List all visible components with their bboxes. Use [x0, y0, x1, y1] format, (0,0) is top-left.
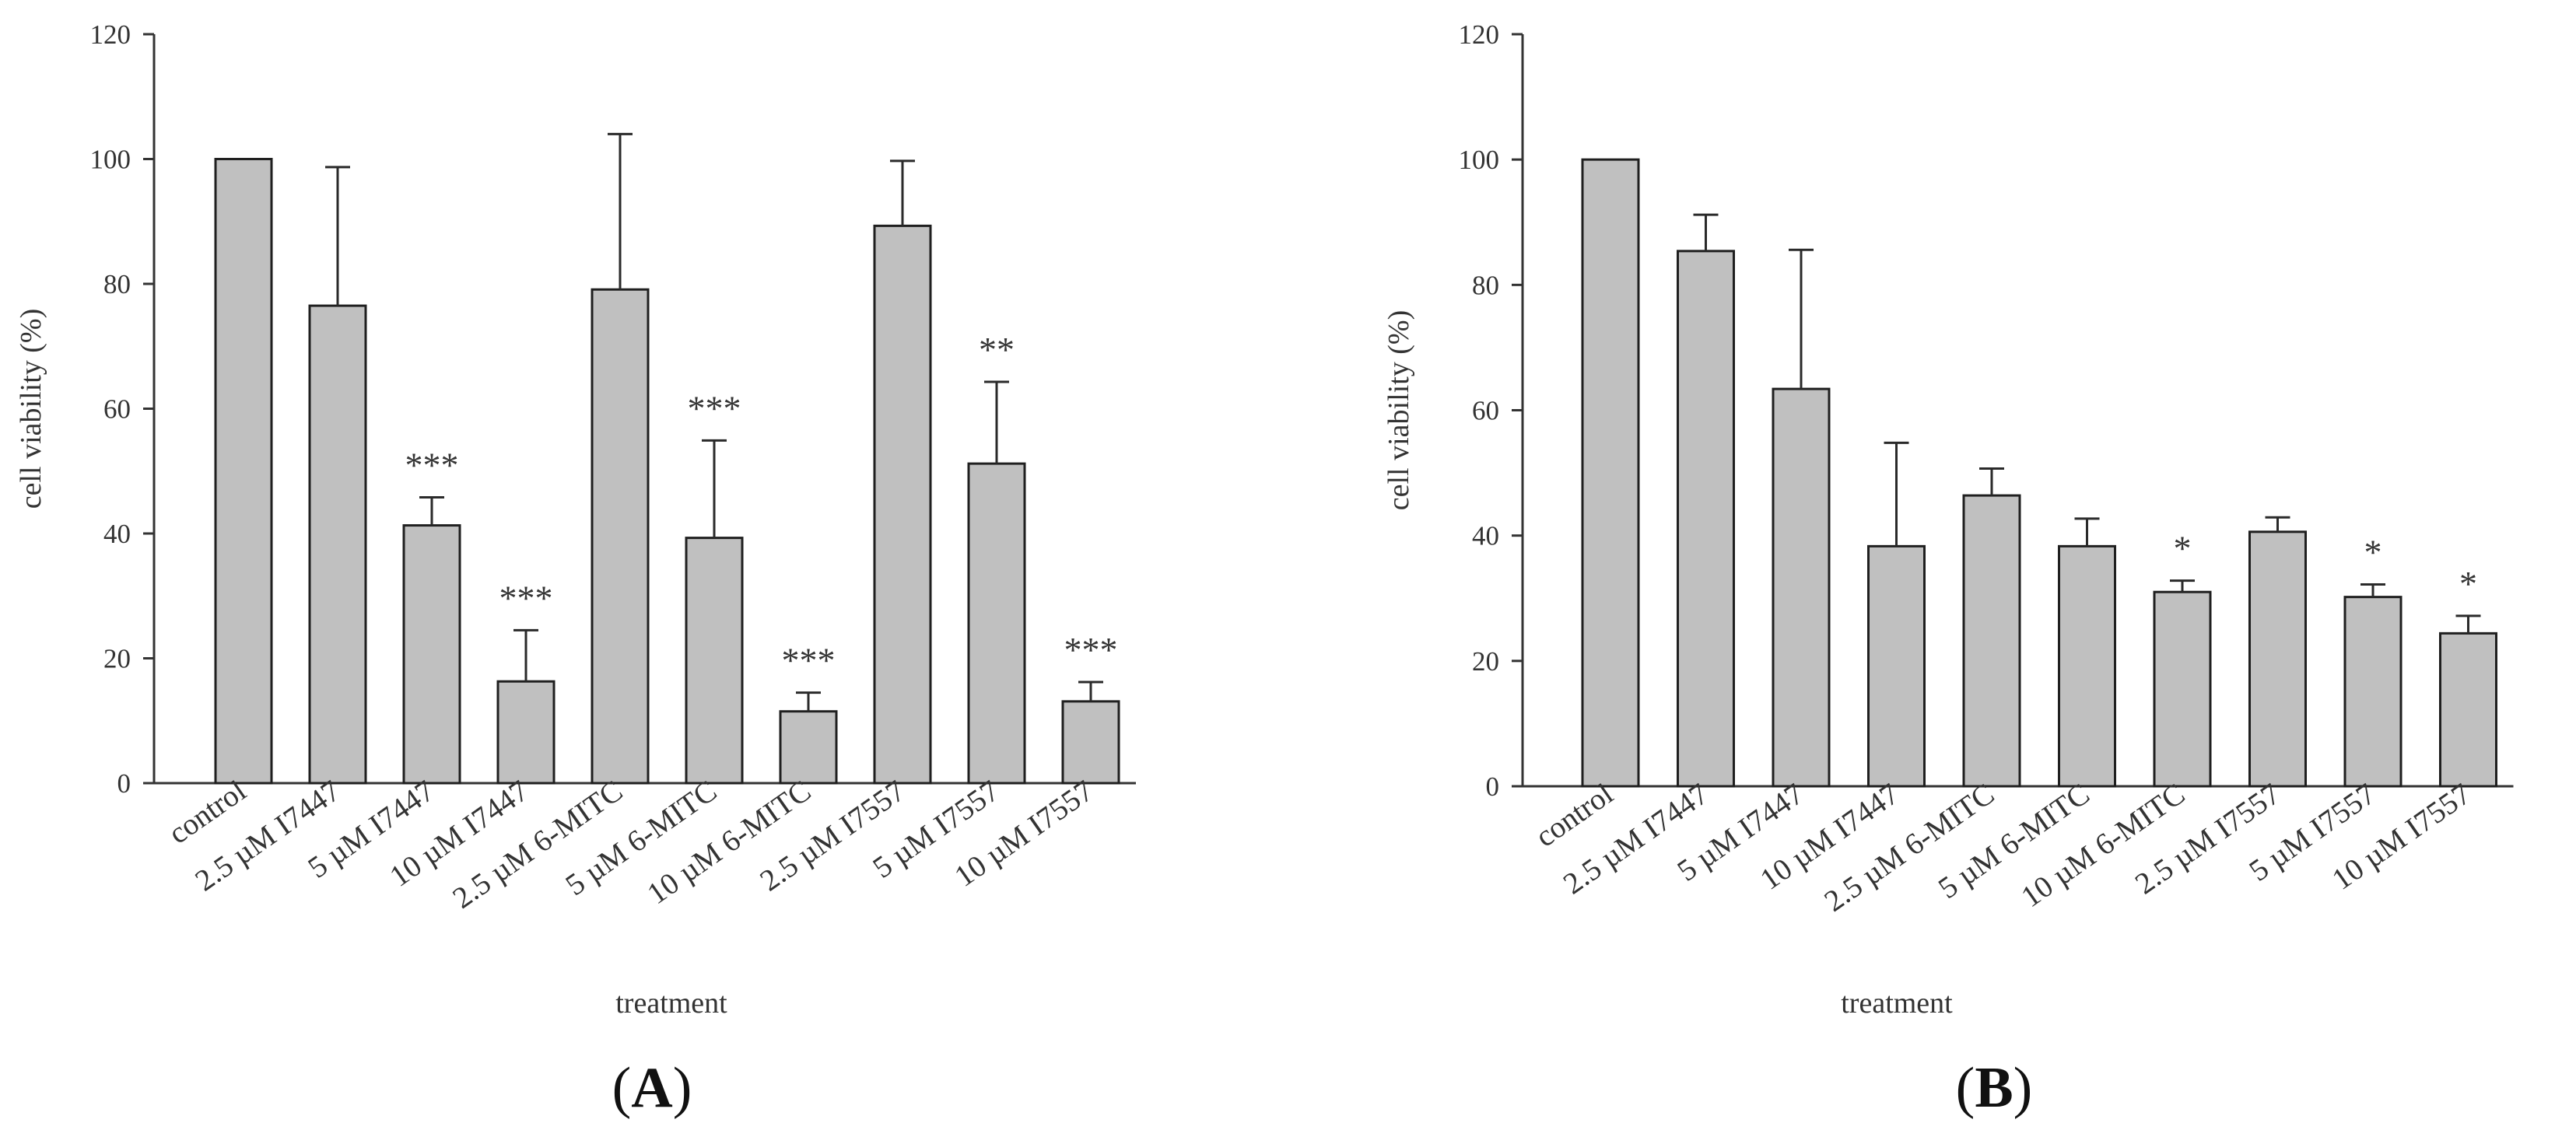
y-tick-label: 40 [1472, 521, 1499, 551]
panel-label: (B) [1956, 1056, 2033, 1120]
bar [2153, 590, 2212, 788]
bar [496, 680, 556, 785]
significance-label: *** [499, 578, 553, 617]
y-tick-label: 0 [117, 768, 131, 799]
significance-label: ** [979, 330, 1015, 369]
y-axis-title: cell viability (%) [15, 309, 47, 509]
y-tick-label: 80 [103, 269, 131, 299]
bar [214, 158, 273, 785]
y-tick-label: 120 [90, 19, 131, 50]
y-tick-label: 40 [103, 519, 131, 549]
bar [2439, 631, 2497, 788]
panel-label: (A) [612, 1056, 692, 1120]
significance-label: * [2174, 529, 2192, 568]
y-tick-label: 60 [1472, 396, 1499, 426]
significance-label: *** [688, 388, 741, 428]
significance-label: *** [405, 445, 459, 485]
y-tick-label: 20 [1472, 646, 1499, 677]
bar [1867, 544, 1926, 788]
y-tick-label: 80 [1472, 270, 1499, 300]
x-tick-label: 10 µM 6-MITC [641, 774, 817, 911]
bar [873, 224, 932, 785]
significance-label: *** [1064, 630, 1118, 670]
bar [779, 710, 838, 785]
bar [308, 304, 367, 785]
bar [1962, 494, 2021, 788]
y-tick-label: 60 [103, 394, 131, 425]
significance-label: * [2459, 564, 2477, 603]
bar [2248, 530, 2307, 788]
bar [2343, 596, 2403, 788]
bar [591, 288, 650, 785]
significance-label: *** [782, 641, 836, 680]
bar [2058, 544, 2116, 788]
y-axis-title: cell viability (%) [1383, 310, 1415, 510]
y-tick-label: 120 [1459, 19, 1500, 50]
bar [1772, 387, 1831, 788]
x-axis-title: treatment [615, 987, 727, 1020]
x-axis-title: treatment [1841, 987, 1953, 1020]
bar [1581, 158, 1640, 788]
y-tick-label: 100 [90, 145, 131, 175]
bar [1061, 700, 1120, 785]
x-tick-label: 10 µM 6-MITC [2015, 777, 2191, 914]
x-tick-label: 2.5 µM 6-MITC [1818, 777, 2000, 918]
bar [402, 524, 461, 785]
bar [967, 462, 1026, 785]
bar [1677, 250, 1735, 788]
y-tick-label: 0 [1486, 771, 1500, 802]
y-tick-label: 100 [1459, 145, 1500, 175]
significance-label: * [2364, 533, 2382, 572]
y-tick-label: 20 [103, 644, 131, 674]
bar [685, 537, 744, 785]
